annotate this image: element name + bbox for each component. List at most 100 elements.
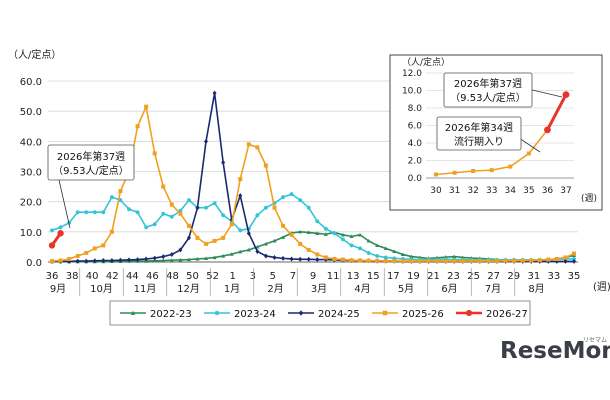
legend-item-2026-27: 2026-27 xyxy=(456,309,528,320)
inset-y-tick-label: 12.0 xyxy=(402,69,422,79)
inset-data-point xyxy=(471,169,476,173)
data-point xyxy=(229,252,234,256)
data-point xyxy=(57,230,64,237)
data-point xyxy=(375,253,380,258)
data-point xyxy=(109,257,114,263)
data-point xyxy=(375,243,380,248)
data-point xyxy=(152,258,157,263)
data-point xyxy=(375,258,380,263)
data-point xyxy=(486,259,491,264)
inset-y-tick-label: 4.0 xyxy=(408,139,423,149)
main-x-tick-label: 1 xyxy=(230,271,236,282)
main-x-tick-label: 29 xyxy=(507,271,520,282)
data-point xyxy=(84,210,89,215)
data-point xyxy=(323,255,328,260)
main-y-axis-label: （人/定点） xyxy=(8,48,61,61)
main-x-ticks: 36 38 40 42 44 46 48 50 52 1 3 5 7 9 11 13 15 17 19 21 23 25 2… xyxy=(46,271,581,282)
main-x-tick-label: 52 xyxy=(206,271,219,282)
inset-x-ticks: 30 31 32 33 34 35 36 37 xyxy=(430,186,571,196)
data-point xyxy=(263,241,268,246)
main-x-tick-label: 3 xyxy=(250,271,256,282)
main-y-tick-label: 0.0 xyxy=(26,258,42,269)
data-point xyxy=(238,193,243,199)
inset-data-point xyxy=(434,172,438,177)
data-point xyxy=(358,232,363,237)
main-x-tick-label: 25 xyxy=(467,271,480,282)
data-point xyxy=(281,255,286,261)
data-point xyxy=(494,259,499,264)
data-point xyxy=(135,124,140,129)
data-point xyxy=(281,195,286,200)
data-point xyxy=(298,256,303,262)
data-point xyxy=(204,205,209,210)
inset-annotation-box xyxy=(443,72,533,108)
data-point xyxy=(323,226,328,231)
data-point xyxy=(263,205,268,210)
data-point xyxy=(178,257,183,262)
inset-chart: （人/定点） 0.02.04.06.08.010.012.0 30 31 32 33 3… xyxy=(389,54,603,211)
data-point xyxy=(263,253,268,259)
data-point xyxy=(366,250,371,255)
inset-y-axis-label: （人/定点） xyxy=(402,56,450,68)
data-point xyxy=(272,205,277,210)
main-x-tick-label: 48 xyxy=(166,271,179,282)
data-point xyxy=(400,259,405,264)
data-point xyxy=(169,251,174,257)
data-point xyxy=(246,247,251,252)
data-point xyxy=(152,255,157,261)
main-x-tick-label: 15 xyxy=(367,271,380,282)
legend-marker xyxy=(214,310,220,316)
data-point xyxy=(272,201,277,206)
data-point xyxy=(306,205,311,210)
main-month-label: 6月 xyxy=(441,283,457,295)
main-x-tick-label: 21 xyxy=(427,271,440,282)
data-point xyxy=(178,247,183,253)
inset-x-tick-label: 36 xyxy=(542,186,554,196)
data-point xyxy=(289,256,294,262)
inset-x-tick-label: 33 xyxy=(486,186,497,196)
data-point xyxy=(246,142,251,147)
data-point xyxy=(50,228,54,233)
data-point xyxy=(289,232,294,237)
data-point xyxy=(212,201,217,206)
data-point xyxy=(255,248,260,254)
inset-series-line-2026-27 xyxy=(546,93,568,131)
data-point xyxy=(460,259,465,264)
data-point xyxy=(306,230,311,235)
data-point xyxy=(109,195,114,200)
main-month-label: 7月 xyxy=(485,283,501,295)
data-point xyxy=(161,211,166,216)
legend-label: 2022-23 xyxy=(150,309,192,320)
main-x-tick-label: 38 xyxy=(66,271,79,282)
data-point xyxy=(118,198,123,203)
data-point xyxy=(452,254,457,259)
main-x-tick-label: 31 xyxy=(527,271,540,282)
inset-annotation-week34: 2026年第34週 流行期入り xyxy=(436,116,541,153)
data-point xyxy=(443,259,448,264)
inset-x-tick-label: 37 xyxy=(560,186,571,196)
main-month-label: 4月 xyxy=(354,283,370,295)
inset-annotation-week37: 2026年第37週 （9.53人/定点） xyxy=(443,72,563,108)
inset-data-point xyxy=(452,170,457,175)
data-point xyxy=(221,213,226,218)
data-point xyxy=(340,257,345,262)
main-y-tick-label: 30.0 xyxy=(20,168,42,179)
data-point xyxy=(306,247,311,252)
main-series xyxy=(48,90,576,264)
series-2026-27 xyxy=(48,230,64,249)
inset-annotation-leader-2 xyxy=(518,137,541,153)
inset-data-point xyxy=(508,164,513,169)
data-point xyxy=(358,258,363,263)
data-point xyxy=(332,231,337,236)
data-point xyxy=(127,207,132,212)
main-x-tick-label: 46 xyxy=(146,271,159,282)
data-point xyxy=(298,198,303,203)
inset-y-tick-label: 8.0 xyxy=(408,104,423,114)
data-point xyxy=(75,258,80,264)
data-point xyxy=(298,241,303,246)
data-point xyxy=(349,258,354,263)
data-point xyxy=(109,229,114,234)
inset-data-point xyxy=(526,151,531,156)
data-point xyxy=(238,177,243,182)
